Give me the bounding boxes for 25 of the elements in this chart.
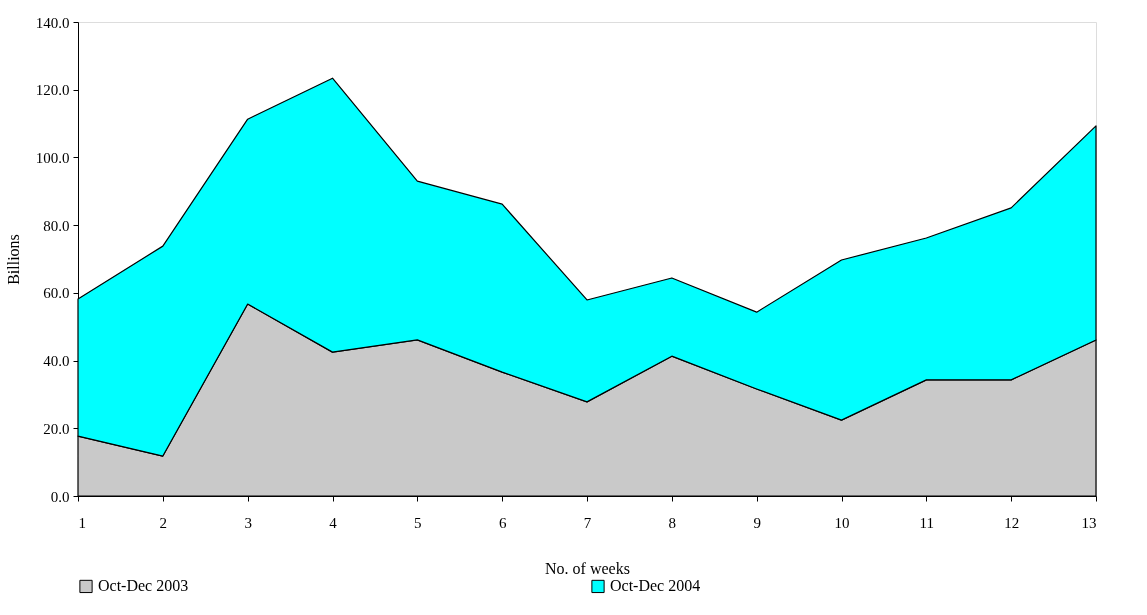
y-tick-label: 60.0: [43, 285, 70, 302]
x-tick-label: 8: [668, 514, 677, 531]
x-tick-label: 3: [244, 514, 252, 531]
y-tick-label: 100.0: [35, 149, 70, 166]
x-tick-label: 11: [919, 514, 935, 531]
y-tick-label: 80.0: [43, 217, 70, 234]
y-axis-title: Billions: [4, 234, 22, 285]
x-tick-label: 6: [498, 514, 507, 531]
x-tick-label: 10: [834, 514, 850, 531]
x-tick-label: 4: [329, 514, 338, 531]
x-tick-label: 12: [1004, 514, 1020, 531]
x-tick-label: 9: [753, 514, 761, 531]
y-tick-label: 120.0: [35, 82, 70, 99]
y-tick-label: 140.0: [35, 14, 70, 31]
x-tick-label: 2: [159, 514, 168, 531]
y-tick-label: 0.0: [50, 488, 70, 505]
legend-label: Oct-Dec 2004: [610, 577, 701, 595]
x-tick-label: 7: [583, 514, 592, 531]
legend-label: Oct-Dec 2003: [98, 577, 189, 595]
y-tick-label: 20.0: [43, 420, 70, 437]
y-tick-label: 40.0: [43, 353, 70, 370]
x-tick-label: 5: [414, 514, 422, 531]
x-tick-label: 1: [78, 514, 86, 531]
x-axis-title: No. of weeks: [545, 559, 630, 577]
x-tick-label: 13: [1081, 514, 1097, 531]
